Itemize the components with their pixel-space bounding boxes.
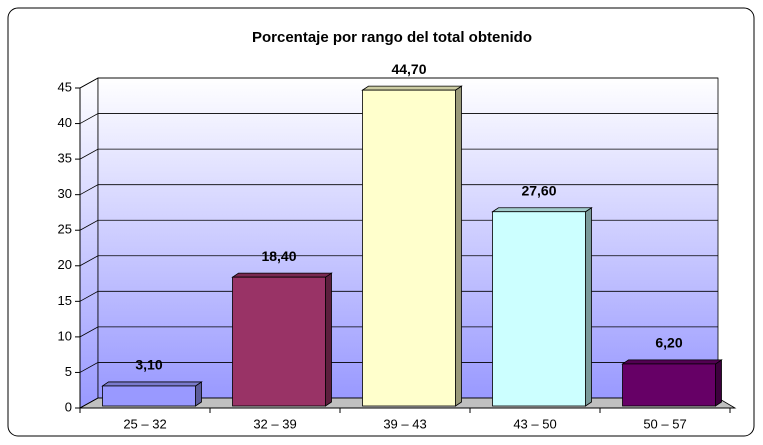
x-tick-label: 50 – 57 (643, 416, 686, 431)
value-label: 6,20 (655, 335, 682, 351)
value-label: 18,40 (261, 248, 296, 264)
bar-top (231, 272, 333, 278)
bar-side (585, 206, 592, 407)
value-label: 44,70 (391, 61, 426, 77)
x-tick-label: 32 – 39 (253, 416, 296, 431)
y-tick-label: 45 (58, 79, 72, 94)
y-tick-label: 40 (58, 115, 72, 130)
y-tick-label: 25 (58, 222, 72, 237)
bar-top (101, 381, 203, 387)
y-tick-label: 30 (58, 186, 72, 201)
y-tick-label: 5 (65, 364, 72, 379)
x-tick-label: 39 – 43 (383, 416, 426, 431)
bar (102, 385, 196, 407)
y-tick-label: 15 (58, 293, 72, 308)
y-tick-label: 35 (58, 151, 72, 166)
side-wall (79, 77, 99, 409)
bar (622, 363, 716, 407)
bar (362, 89, 456, 407)
bar-top (491, 207, 593, 213)
bar-top (361, 85, 463, 91)
chart-title: Porcentaje por rango del total obtenido (252, 29, 532, 46)
grid-line (79, 113, 718, 124)
x-tick-label: 25 – 32 (123, 416, 166, 431)
grid-line (79, 148, 718, 160)
bar-side (455, 85, 462, 407)
grid-line (79, 77, 718, 89)
value-label: 27,60 (521, 182, 556, 198)
bar-top (621, 359, 723, 365)
value-label: 3,10 (135, 357, 162, 373)
bar-side (715, 359, 722, 407)
grid-line (79, 184, 718, 196)
y-tick-label: 10 (58, 328, 72, 343)
y-tick-label: 20 (58, 257, 72, 272)
bar-side (325, 272, 332, 407)
bar (492, 211, 586, 407)
y-tick-label: 0 (65, 399, 72, 414)
bar (232, 276, 326, 407)
x-tick-label: 43 – 50 (513, 416, 556, 431)
